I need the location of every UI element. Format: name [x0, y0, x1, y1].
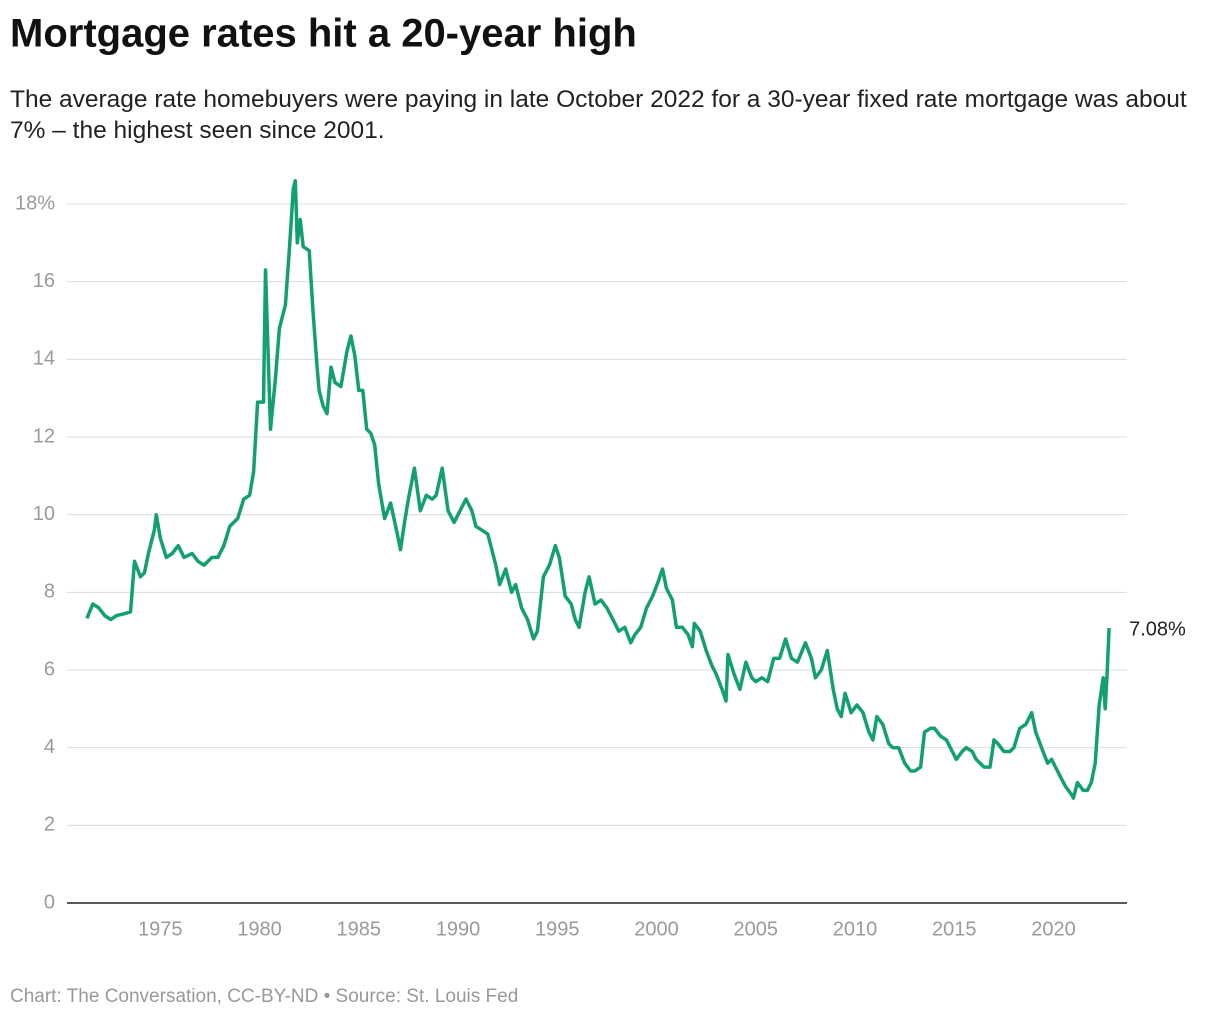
- x-tick-label: 1980: [237, 918, 282, 940]
- y-tick-label: 4: [44, 736, 55, 758]
- y-tick-label: 2: [44, 814, 55, 836]
- y-tick-label: 10: [33, 503, 55, 525]
- rate-line: [85, 178, 1111, 800]
- x-tick-label: 1975: [138, 918, 183, 940]
- x-tick-label: 2000: [634, 918, 679, 940]
- x-tick-label: 1985: [337, 918, 382, 940]
- y-tick-label: 16: [33, 270, 55, 292]
- end-label: 7.08%: [1129, 618, 1186, 640]
- x-tick-label: 2010: [833, 918, 878, 940]
- x-tick-label: 2020: [1031, 918, 1076, 940]
- x-tick-label: 2015: [932, 918, 977, 940]
- y-tick-label: 14: [33, 348, 55, 370]
- y-tick-label: 18%: [15, 192, 55, 214]
- y-tick-label: 6: [44, 658, 55, 680]
- source-note: Chart: The Conversation, CC-BY-ND • Sour…: [10, 986, 518, 1007]
- x-tick-label: 1990: [436, 918, 481, 940]
- x-tick-label: 1995: [535, 918, 580, 940]
- y-tick-label: 0: [44, 891, 55, 913]
- y-tick-label: 8: [44, 581, 55, 603]
- y-tick-label: 12: [33, 425, 55, 447]
- chart-subtitle: The average rate homebuyers were paying …: [10, 86, 1187, 144]
- x-tick-label: 2005: [734, 918, 779, 940]
- chart-title: Mortgage rates hit a 20-year high: [10, 12, 637, 56]
